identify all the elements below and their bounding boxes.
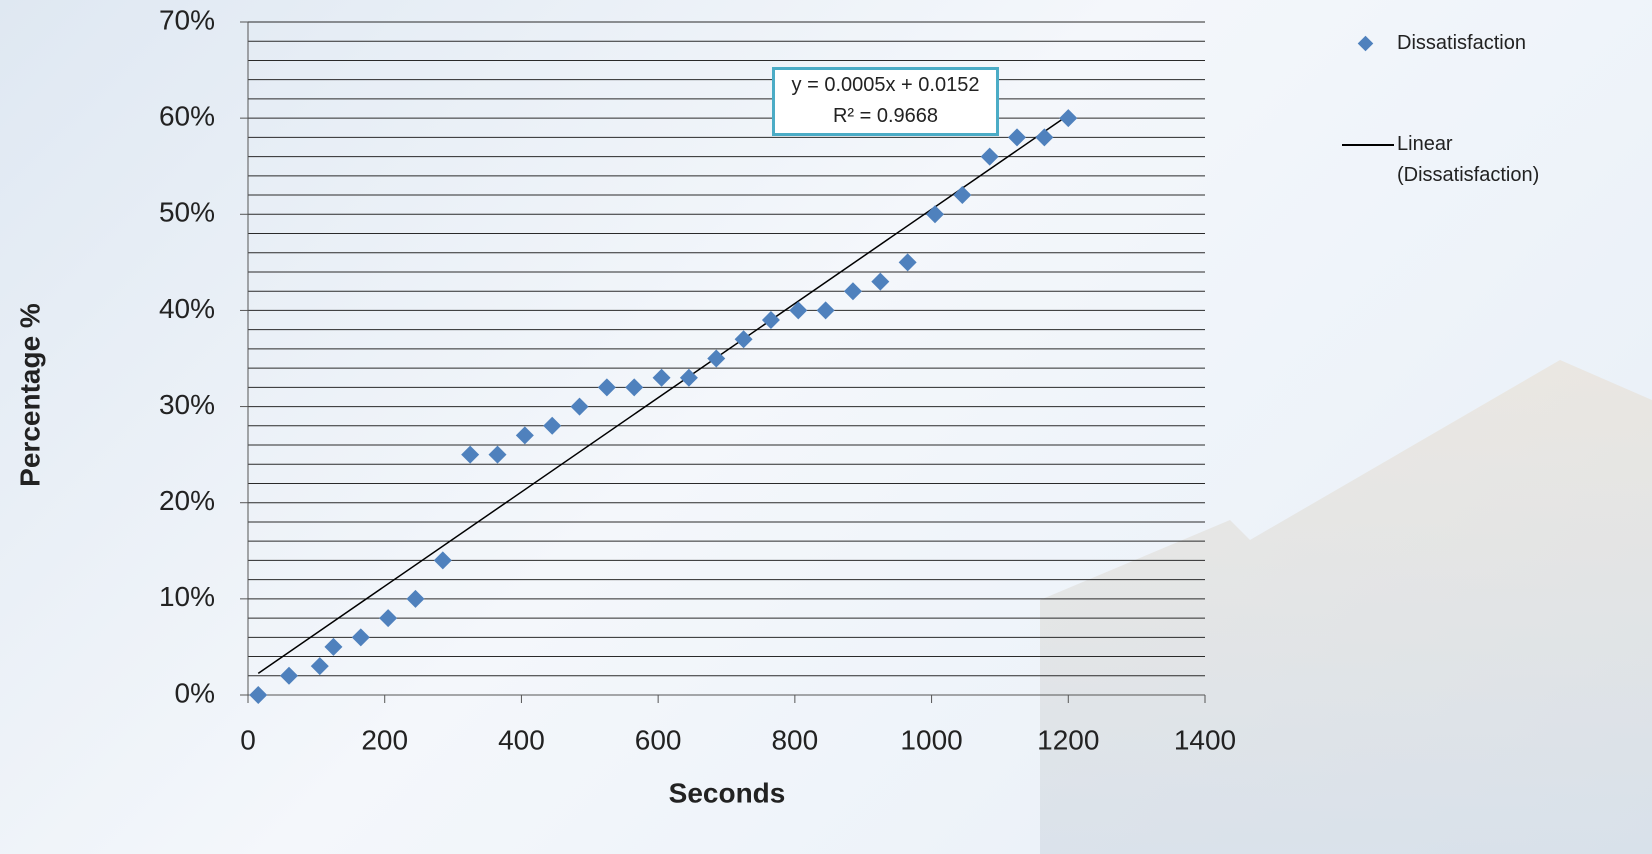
trendline-equation: y = 0.0005x + 0.0152 R² = 0.9668 <box>772 67 999 136</box>
x-tick-label: 1400 <box>1174 724 1236 755</box>
data-point <box>844 282 862 300</box>
data-point <box>1035 128 1053 146</box>
background-building <box>1040 360 1652 854</box>
data-point <box>789 301 807 319</box>
data-point <box>489 446 507 464</box>
data-point <box>899 253 917 271</box>
data-point <box>625 378 643 396</box>
data-point <box>953 186 971 204</box>
data-point <box>249 686 267 704</box>
legend-label: Dissatisfaction <box>1397 28 1577 59</box>
y-tick-label: 40% <box>159 293 215 324</box>
page: Seconds Percentage % 0% 10% 20% 30% 40% 50% 60… <box>0 0 1652 854</box>
x-tick-label: 800 <box>771 724 818 755</box>
x-tick-label: 400 <box>498 724 545 755</box>
y-axis-title: Percentage % <box>14 303 45 487</box>
data-point <box>379 609 397 627</box>
data-point <box>817 301 835 319</box>
legend: Dissatisfaction Linear (Dissatisfaction) <box>1342 28 1642 261</box>
y-tick-label: 0% <box>175 677 215 708</box>
r-squared-text: R² = 0.9668 <box>775 101 996 132</box>
y-tick-label: 50% <box>159 197 215 228</box>
data-point <box>280 667 298 685</box>
x-tick-label: 200 <box>361 724 408 755</box>
data-point <box>324 638 342 656</box>
legend-line <box>1342 129 1397 160</box>
data-point <box>1059 109 1077 127</box>
data-point <box>571 398 589 416</box>
y-tick-label: 70% <box>159 4 215 35</box>
data-point <box>598 378 616 396</box>
legend-label: Linear (Dissatisfaction) <box>1397 129 1577 191</box>
data-point <box>762 311 780 329</box>
y-tick-label: 20% <box>159 485 215 516</box>
x-tick-label: 0 <box>240 724 256 755</box>
data-point <box>653 369 671 387</box>
data-point <box>406 590 424 608</box>
data-point <box>434 551 452 569</box>
data-point <box>735 330 753 348</box>
data-point <box>926 205 944 223</box>
x-tick-label: 1200 <box>1037 724 1099 755</box>
y-tick-label: 30% <box>159 389 215 420</box>
legend-item: Linear (Dissatisfaction) <box>1342 129 1642 191</box>
data-point <box>871 273 889 291</box>
legend-marker <box>1342 28 1397 59</box>
x-tick-label: 600 <box>635 724 682 755</box>
data-point <box>352 628 370 646</box>
data-point <box>461 446 479 464</box>
data-point <box>707 350 725 368</box>
data-point <box>311 657 329 675</box>
data-point <box>543 417 561 435</box>
data-point <box>1008 128 1026 146</box>
equation-text: y = 0.0005x + 0.0152 <box>775 70 996 101</box>
y-tick-label: 60% <box>159 101 215 132</box>
x-axis-title: Seconds <box>669 777 786 808</box>
legend-item: Dissatisfaction <box>1342 28 1642 59</box>
y-tick-label: 10% <box>159 581 215 612</box>
x-tick-label: 1000 <box>900 724 962 755</box>
data-point <box>516 426 534 444</box>
trendline <box>258 115 1068 673</box>
data-point <box>981 148 999 166</box>
